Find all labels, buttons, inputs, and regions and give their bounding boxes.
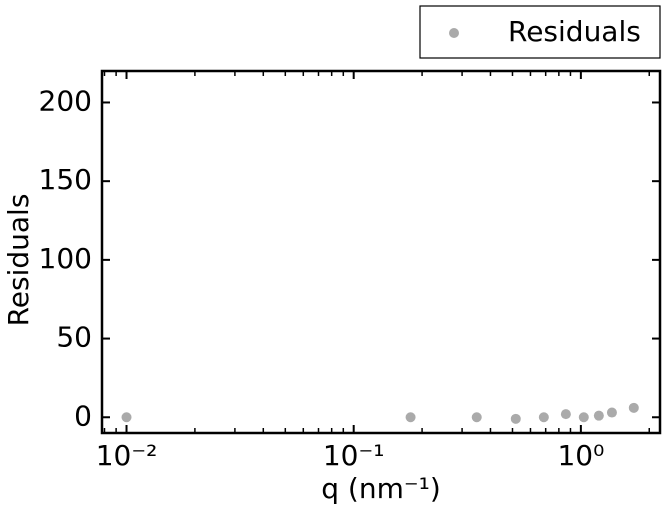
scatter-point xyxy=(606,407,617,418)
scatter-point xyxy=(628,402,639,413)
x-axis-label: q (nm⁻¹) xyxy=(321,472,441,505)
scatter-point xyxy=(471,412,482,423)
y-tick-label: 150 xyxy=(39,163,92,196)
x-tick-label: 10⁻¹ xyxy=(323,439,385,472)
x-tick-label: 10⁰ xyxy=(557,439,604,472)
y-tick-label: 200 xyxy=(39,84,92,117)
scatter-point xyxy=(121,412,132,423)
y-tick-label: 0 xyxy=(74,399,92,432)
legend-label: Residuals xyxy=(508,15,641,48)
x-tick-label: 10⁻² xyxy=(96,439,158,472)
scatter-point xyxy=(538,412,549,423)
y-axis-label: Residuals xyxy=(2,194,35,327)
scatter-point xyxy=(560,409,571,420)
scatter-point xyxy=(593,410,604,421)
legend-marker xyxy=(449,28,459,38)
scatter-point xyxy=(405,412,416,423)
legend-box xyxy=(419,5,661,59)
scatter-point xyxy=(578,412,589,423)
y-tick-label: 100 xyxy=(39,242,92,275)
plot-frame xyxy=(100,69,662,435)
scatter-point xyxy=(510,413,521,424)
y-tick-label: 50 xyxy=(56,321,92,354)
